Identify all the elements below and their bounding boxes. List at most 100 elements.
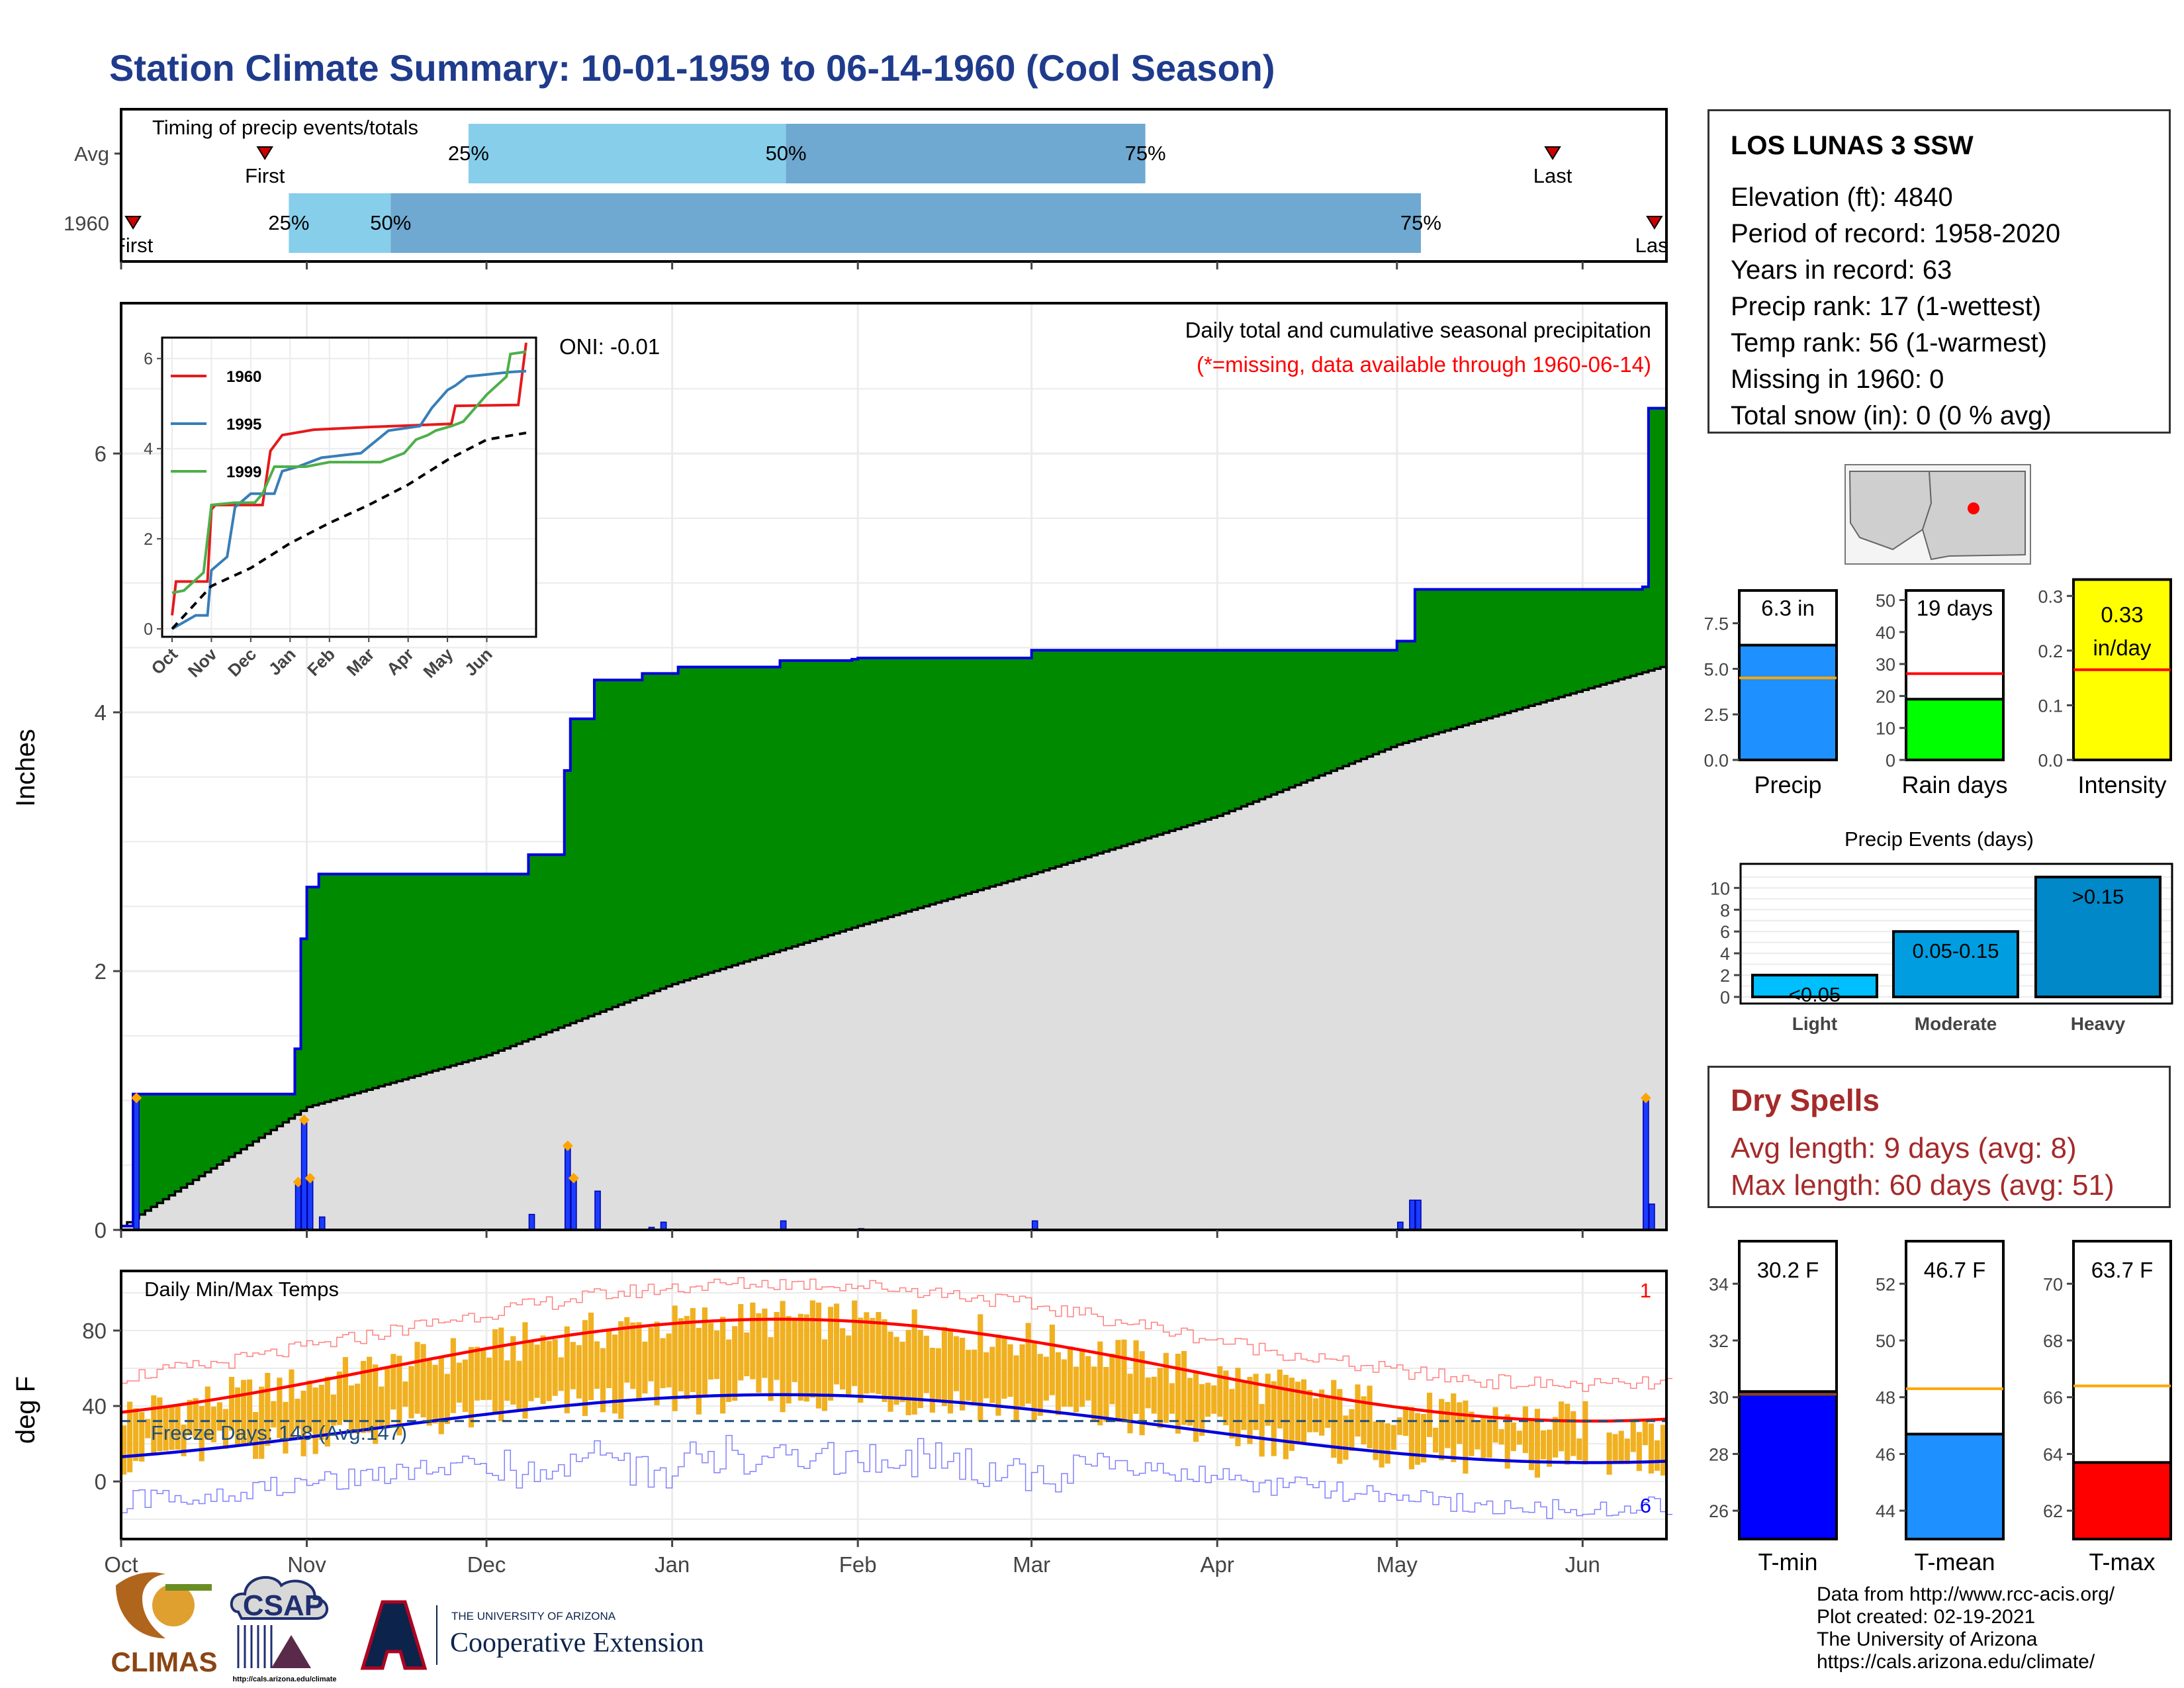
daily-precip-bar (570, 1178, 577, 1231)
precip-event-bar-label: <0.05 (1789, 983, 1841, 1006)
temp-summary-y-tick-label: 62 (2043, 1501, 2063, 1521)
daily-temp-range-bar (348, 1385, 355, 1434)
daily-temp-range-bar (1061, 1359, 1068, 1407)
inset-y-tick-label: 6 (144, 350, 153, 369)
temp-x-tick-label: Oct (104, 1552, 138, 1577)
daily-temp-range-bar (373, 1364, 379, 1444)
daily-temp-range-bar (1504, 1414, 1510, 1469)
inset-series-1995 (171, 369, 527, 630)
daily-temp-range-bar (954, 1336, 960, 1391)
daily-temp-range-bar (306, 1380, 312, 1432)
daily-temp-range-bar (1565, 1403, 1570, 1465)
daily-temp-range-bar (1169, 1383, 1175, 1414)
daily-precip-bar (1649, 1203, 1655, 1231)
daily-temp-range-bar (1439, 1399, 1445, 1460)
precip-events-y-tick-label: 0 (1720, 988, 1730, 1008)
daily-temp-range-bar (732, 1326, 738, 1401)
daily-temp-range-bar (630, 1322, 636, 1389)
precip-chart-title: Daily total and cumulative seasonal prec… (1185, 318, 1651, 342)
precip-y-tick-label: 2 (95, 959, 107, 984)
daily-precip-bar (780, 1220, 787, 1231)
last-event-marker (1544, 146, 1561, 160)
daily-temp-range-bar (792, 1317, 797, 1382)
daily-temp-range-bar (594, 1341, 600, 1389)
daily-temp-range-bar (1115, 1340, 1121, 1423)
timing-panel-border (120, 108, 1668, 263)
precip-summary-y-tick-label: 0 (1886, 751, 1895, 771)
daily-temp-range-bar (199, 1406, 205, 1462)
daily-temp-range-bar (1576, 1438, 1582, 1460)
daily-temp-range-bar (870, 1318, 876, 1393)
precip-summary-value-label: 19 days (1917, 596, 1993, 620)
average-cumulative-area (121, 667, 1666, 1230)
daily-temp-range-bar (1121, 1339, 1127, 1423)
daily-temp-range-bar (606, 1329, 612, 1389)
precip-y-tick-label: 6 (95, 442, 107, 466)
temp-summary-value-label: 63.7 F (2091, 1258, 2154, 1282)
daily-temp-range-bar (1259, 1403, 1265, 1457)
inset-series-avg (171, 431, 527, 630)
daily-temp-range-bar (528, 1340, 534, 1401)
daily-temp-range-bar (893, 1336, 899, 1405)
daily-temp-range-bar (1091, 1366, 1097, 1423)
climas-logo-sun (152, 1584, 195, 1626)
daily-temp-range-bar (1306, 1389, 1313, 1432)
daily-temp-range-bar (612, 1335, 618, 1414)
map-station-location (1968, 502, 1979, 514)
last-event-marker (1646, 216, 1663, 230)
daily-temp-range-bar (1510, 1422, 1516, 1452)
daily-temp-range-bar (121, 1425, 127, 1475)
timing-row-label-1960: 1960 (64, 212, 109, 235)
precip-summary-y-tick-label: 0.0 (1704, 751, 1729, 771)
timing-bar-q3 (786, 124, 1146, 183)
temp-summary-y-tick-label: 34 (1709, 1274, 1729, 1294)
daily-temp-range-bar (540, 1335, 546, 1404)
precip-summary-y-tick-label: 0.3 (2038, 586, 2063, 606)
daily-temp-range-bar (216, 1402, 222, 1431)
daily-temp-range-bar (1199, 1383, 1205, 1436)
precip-event-category: Moderate (1915, 1013, 1997, 1034)
daily-precip-marker (304, 1172, 316, 1184)
daily-temp-range-bar (876, 1312, 882, 1394)
daily-temp-range-bar (618, 1321, 624, 1419)
daily-temp-range-bar (432, 1364, 438, 1424)
temp-x-tick-label: Jun (1565, 1552, 1600, 1577)
temp-x-tick-label: Mar (1013, 1552, 1050, 1577)
timing-label-mask-right (1668, 199, 1694, 261)
precip-summary-category-label: Precip (1754, 771, 1821, 798)
daily-temp-range-bar (522, 1322, 528, 1419)
station-name: LOS LUNAS 3 SSW (1731, 131, 1974, 160)
first-event-marker (124, 216, 142, 230)
daily-temp-range-bar (1139, 1351, 1145, 1436)
daily-temp-range-bar (1469, 1411, 1475, 1456)
precip-events-y-tick-label: 2 (1720, 966, 1730, 986)
temp-summary-y-tick-label: 32 (1709, 1331, 1729, 1351)
daily-temp-range-bar (1289, 1378, 1295, 1451)
csap-logo-url: http://cals.arizona.edu/climate (232, 1675, 336, 1683)
record-low-line (121, 1434, 1673, 1519)
daily-precip-bar (295, 1181, 302, 1231)
daily-precip-marker (298, 1114, 310, 1125)
daily-temp-range-bar (133, 1408, 139, 1461)
precip-events-y-tick-label: 8 (1720, 900, 1730, 920)
daily-precip-marker (131, 1092, 142, 1103)
temp-summary-category-label: T-min (1758, 1548, 1818, 1575)
daily-temp-range-bar (678, 1318, 684, 1391)
credits: Data from http://www.rcc-acis.org/ Plot … (1817, 1583, 2115, 1673)
daily-temp-range-bar (354, 1383, 361, 1434)
daily-temp-range-bar (1433, 1427, 1439, 1453)
daily-temp-range-bar (330, 1394, 336, 1426)
precip-summary-y-tick-label: 50 (1876, 590, 1895, 610)
daily-temp-range-bar (1331, 1380, 1337, 1458)
daily-temp-range-bar (654, 1321, 660, 1405)
daily-temp-range-bar (456, 1362, 462, 1403)
precip-summary-y-tick-label: 30 (1876, 655, 1895, 675)
daily-temp-range-bar (187, 1399, 193, 1436)
daily-temp-range-bar (660, 1338, 666, 1389)
daily-temp-range-bar (336, 1371, 342, 1425)
record-high-count: 1 (1640, 1279, 1651, 1302)
daily-temp-range-bar (1522, 1406, 1528, 1454)
daily-temp-range-bar (546, 1340, 552, 1401)
daily-temp-range-bar (127, 1401, 133, 1473)
